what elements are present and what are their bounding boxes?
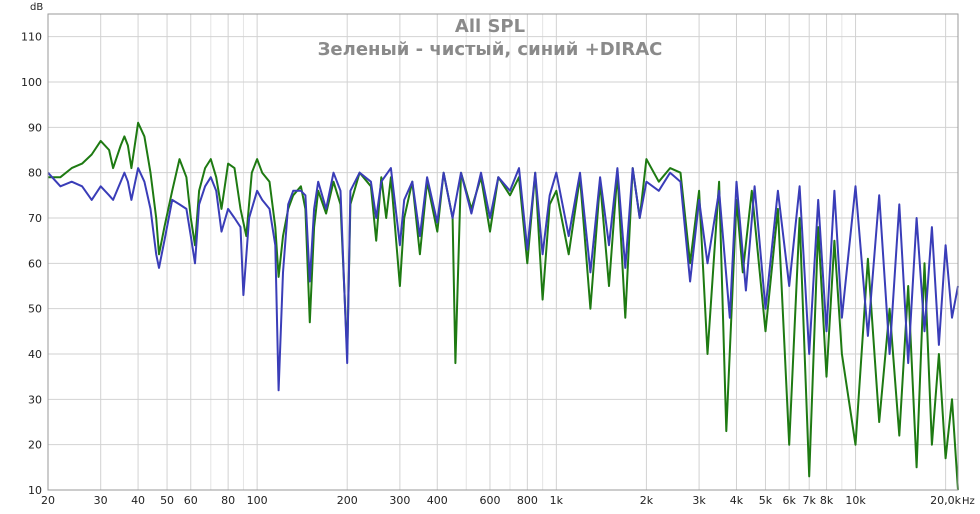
x-tick-label: 7k: [803, 494, 817, 507]
series-line-blue: [47, 167, 959, 392]
x-tick-label: 20: [41, 494, 55, 507]
x-tick-label: 6k: [782, 494, 796, 507]
x-tick-label: 2k: [640, 494, 654, 507]
y-axis-unit: dB: [30, 2, 43, 13]
y-tick-label: 20: [28, 439, 42, 452]
x-tick-label: 80: [221, 494, 235, 507]
x-tick-label: 3k: [692, 494, 706, 507]
x-tick-label: 200: [337, 494, 358, 507]
x-tick-label: 1k: [550, 494, 564, 507]
y-axis-ticks: 10 20 30 40 50 60 70 80 90 100 110: [21, 31, 42, 497]
y-tick-label: 70: [28, 212, 42, 225]
y-tick-label: 10: [28, 484, 42, 497]
series-line-green: [48, 121, 959, 491]
plot-frame: [47, 13, 959, 491]
x-tick-label: 40: [131, 494, 145, 507]
x-tick-label: 100: [247, 494, 268, 507]
y-tick-label: 30: [28, 393, 42, 406]
x-tick-label: 5k: [759, 494, 773, 507]
x-tick-label: 50: [160, 494, 174, 507]
x-tick-label: 10k: [845, 494, 866, 507]
x-tick-label: 600: [479, 494, 500, 507]
chart-subtitle: Зеленый - чистый, синий +DIRAC: [318, 39, 663, 60]
x-tick-label: 30: [94, 494, 108, 507]
y-tick-label: 110: [21, 31, 42, 44]
y-tick-label: 90: [28, 121, 42, 134]
y-tick-label: 50: [28, 303, 42, 316]
x-axis-unit: Hz: [962, 496, 975, 507]
y-tick-label: 80: [28, 167, 42, 180]
series-layer: [47, 121, 959, 491]
x-tick-label: 4k: [730, 494, 744, 507]
x-tick-label: 400: [427, 494, 448, 507]
chart-title: All SPL: [455, 16, 525, 37]
y-tick-label: 60: [28, 257, 42, 270]
x-tick-label: 60: [184, 494, 198, 507]
y-tick-label: 40: [28, 348, 42, 361]
x-tick-label: 20,0k: [930, 494, 961, 507]
y-tick-label: 100: [21, 76, 42, 89]
x-tick-label: 8k: [820, 494, 834, 507]
x-tick-label: 300: [389, 494, 410, 507]
x-tick-label: 800: [517, 494, 538, 507]
x-axis-ticks: 20 30 40 50 60 80 100 200 300 400 600 800 1k 2k 3k 4k 5k…: [41, 494, 962, 507]
